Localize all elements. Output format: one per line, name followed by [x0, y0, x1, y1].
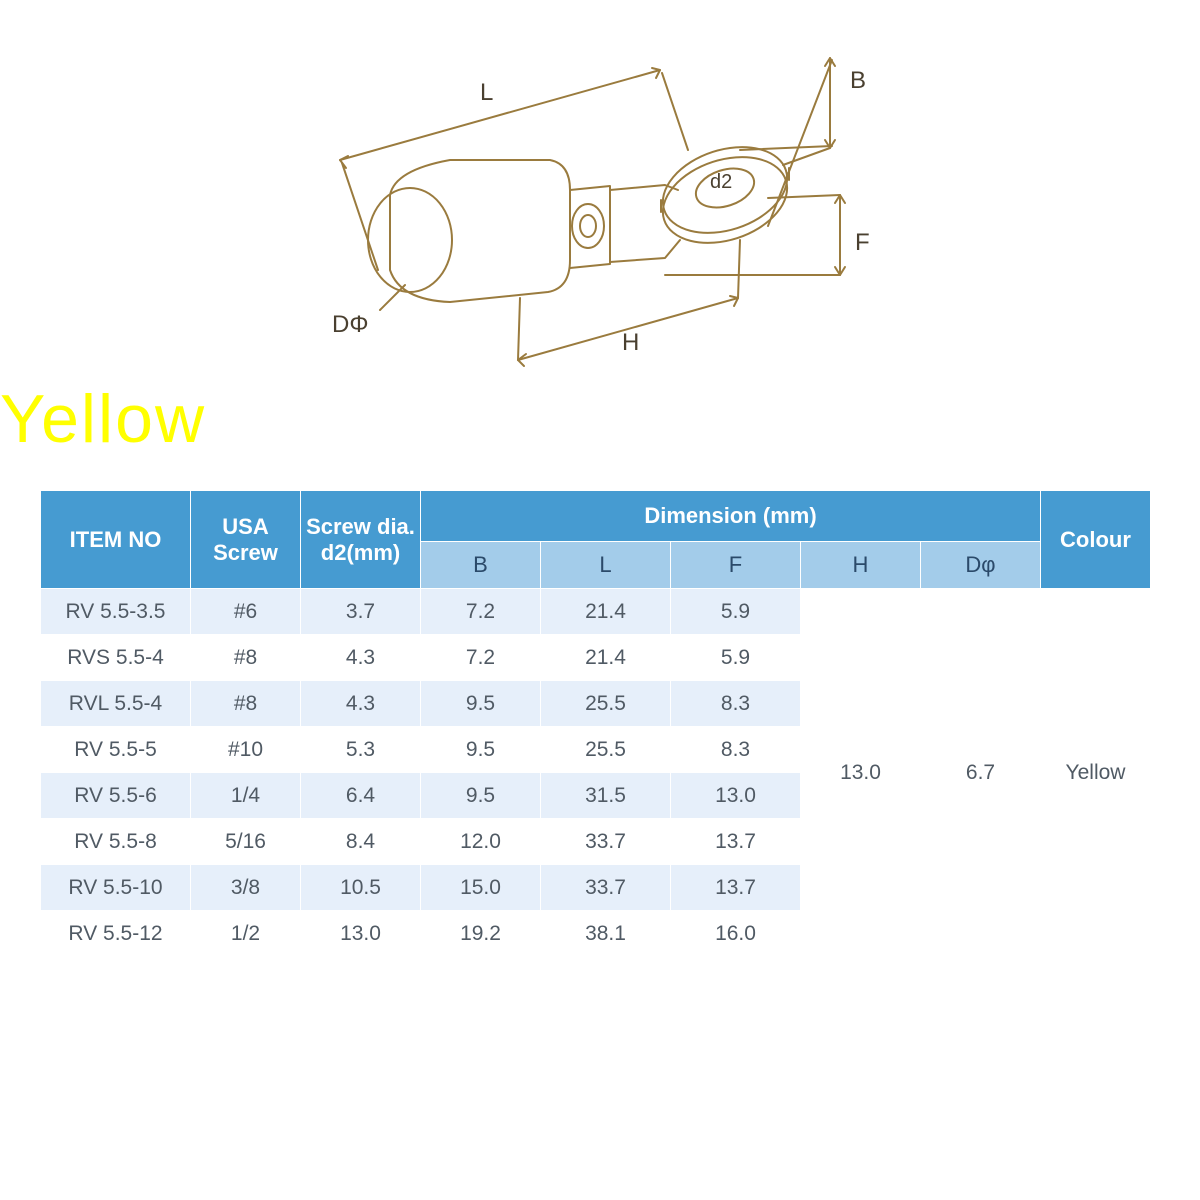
- th-b: B: [421, 542, 541, 589]
- table-cell: 5/16: [191, 819, 301, 865]
- th-usa: USA Screw: [191, 491, 301, 589]
- diagram-label-d2: d2: [710, 171, 732, 193]
- diagram-label-dphi: DΦ: [332, 311, 368, 338]
- th-dim: Dimension (mm): [421, 491, 1041, 542]
- table-cell: 31.5: [541, 773, 671, 819]
- table-cell: 5.9: [671, 589, 801, 635]
- table-cell: 13.7: [671, 819, 801, 865]
- table-cell: 33.7: [541, 819, 671, 865]
- table-row: RV 5.5-3.5#63.77.221.45.913.06.7Yellow: [41, 589, 1151, 635]
- table-cell: 25.5: [541, 681, 671, 727]
- table-cell: RV 5.5-3.5: [41, 589, 191, 635]
- th-f: F: [671, 542, 801, 589]
- merged-dphi: 6.7: [921, 589, 1041, 957]
- table-cell: 15.0: [421, 865, 541, 911]
- table-cell: #10: [191, 727, 301, 773]
- table-cell: 13.7: [671, 865, 801, 911]
- table-cell: 4.3: [301, 681, 421, 727]
- table-cell: RV 5.5-12: [41, 911, 191, 957]
- spec-table: ITEM NO USA Screw Screw dia. d2(mm) Dime…: [40, 490, 1150, 957]
- table-cell: 19.2: [421, 911, 541, 957]
- diagram-label-b: B: [850, 67, 866, 94]
- table-cell: 8.3: [671, 727, 801, 773]
- table-cell: 5.9: [671, 635, 801, 681]
- table-cell: 6.4: [301, 773, 421, 819]
- table-cell: 9.5: [421, 773, 541, 819]
- color-title: Yellow: [0, 380, 206, 458]
- table-cell: 12.0: [421, 819, 541, 865]
- table-cell: 25.5: [541, 727, 671, 773]
- table-cell: 33.7: [541, 865, 671, 911]
- diagram-label-h: H: [622, 329, 639, 356]
- table-cell: 9.5: [421, 727, 541, 773]
- th-colour: Colour: [1041, 491, 1151, 589]
- table-cell: RVS 5.5-4: [41, 635, 191, 681]
- table-cell: 16.0: [671, 911, 801, 957]
- table-cell: 5.3: [301, 727, 421, 773]
- th-dphi: Dφ: [921, 542, 1041, 589]
- table-cell: 10.5: [301, 865, 421, 911]
- diagram-label-l: L: [480, 79, 493, 106]
- table-cell: RV 5.5-5: [41, 727, 191, 773]
- table-cell: 8.4: [301, 819, 421, 865]
- table-cell: 21.4: [541, 589, 671, 635]
- th-d2: Screw dia. d2(mm): [301, 491, 421, 589]
- table-cell: #8: [191, 681, 301, 727]
- table-cell: RV 5.5-10: [41, 865, 191, 911]
- table-cell: 3/8: [191, 865, 301, 911]
- th-l: L: [541, 542, 671, 589]
- th-item: ITEM NO: [41, 491, 191, 589]
- table-cell: 4.3: [301, 635, 421, 681]
- table-cell: RV 5.5-6: [41, 773, 191, 819]
- table-cell: 7.2: [421, 589, 541, 635]
- table-cell: 7.2: [421, 635, 541, 681]
- table-cell: RV 5.5-8: [41, 819, 191, 865]
- table-cell: 9.5: [421, 681, 541, 727]
- diagram-label-f: F: [855, 229, 870, 256]
- terminal-diagram: L B d2 F H DΦ: [270, 40, 890, 380]
- table-cell: 38.1: [541, 911, 671, 957]
- table-cell: 1/4: [191, 773, 301, 819]
- table-cell: #6: [191, 589, 301, 635]
- table-cell: 13.0: [671, 773, 801, 819]
- table-cell: 13.0: [301, 911, 421, 957]
- table-cell: 21.4: [541, 635, 671, 681]
- table-cell: 3.7: [301, 589, 421, 635]
- table-cell: #8: [191, 635, 301, 681]
- table-cell: 8.3: [671, 681, 801, 727]
- table-cell: 1/2: [191, 911, 301, 957]
- merged-colour: Yellow: [1041, 589, 1151, 957]
- table-cell: RVL 5.5-4: [41, 681, 191, 727]
- merged-h: 13.0: [801, 589, 921, 957]
- th-h: H: [801, 542, 921, 589]
